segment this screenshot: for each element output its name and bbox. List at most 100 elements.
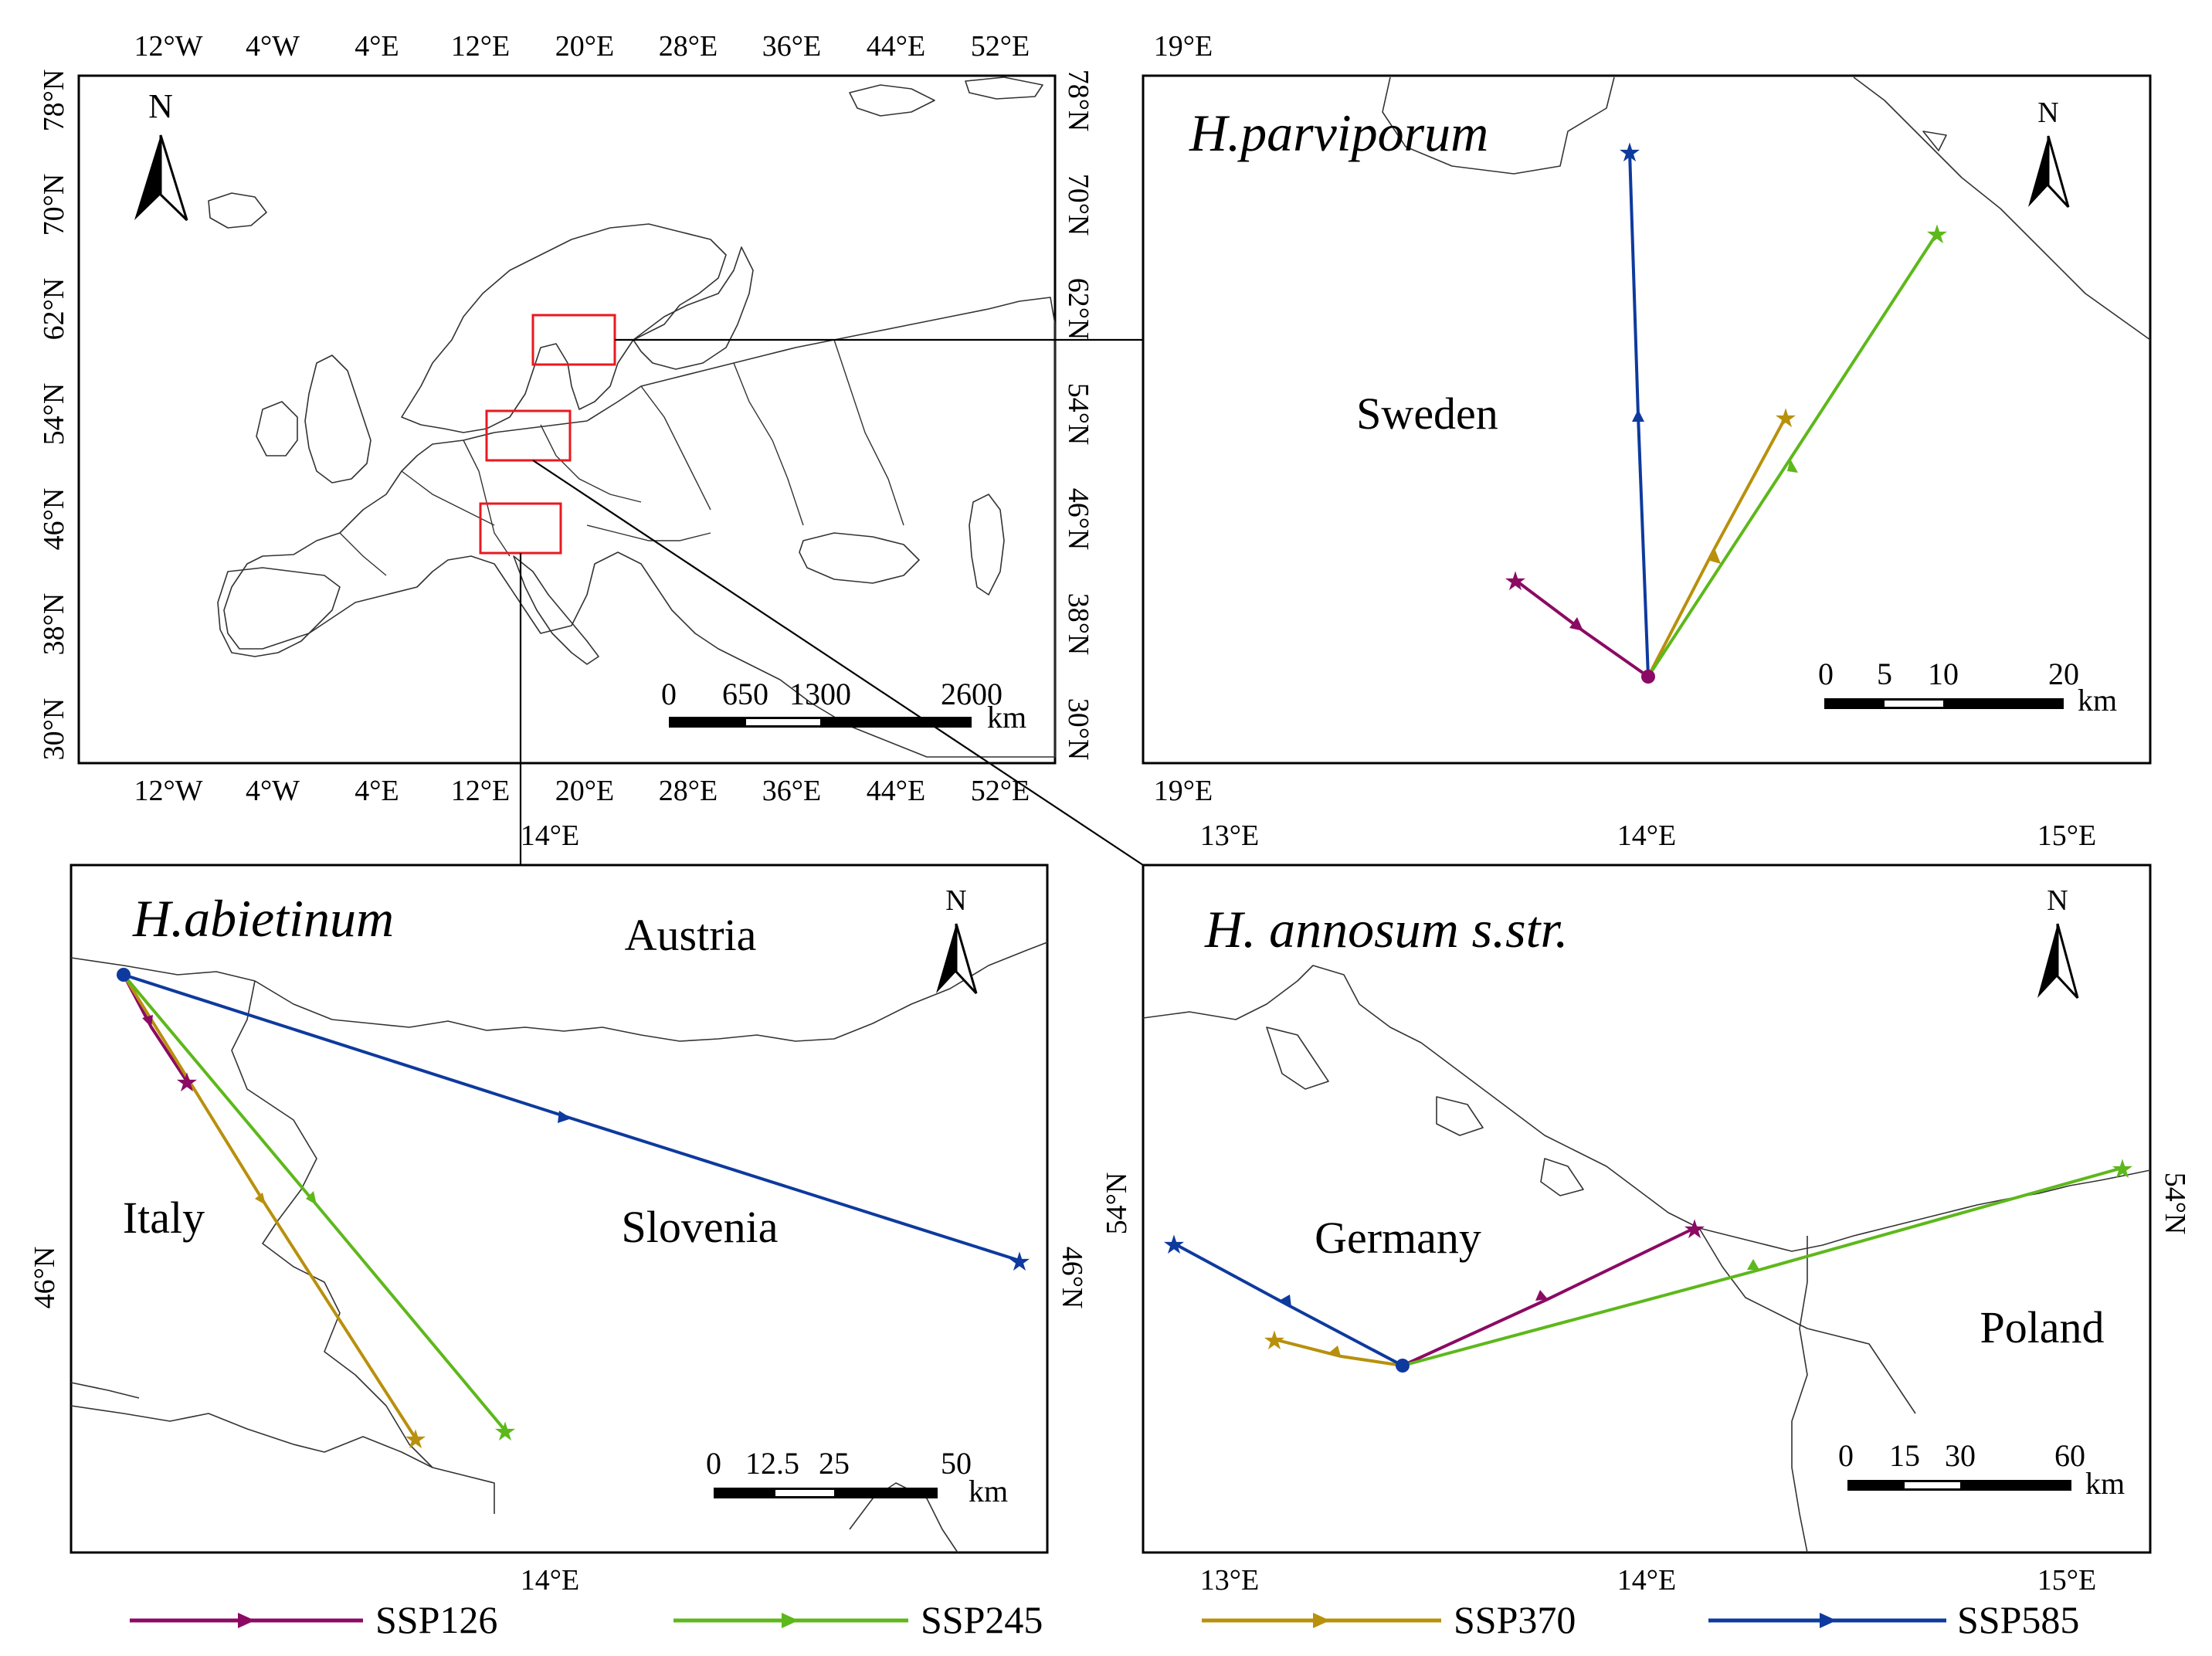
germany-highlight-box xyxy=(485,409,572,462)
scale-label: 20 xyxy=(2048,657,2079,691)
sweden-scale-bar: 0 5 10 20 km xyxy=(1818,657,2117,718)
country-label-slovenia: Slovenia xyxy=(622,1202,779,1252)
italy-right-tick: 46°N xyxy=(1056,1247,1088,1309)
ssp245-track xyxy=(1647,232,1939,678)
scale-label: 2600 xyxy=(941,677,1003,711)
svg-text:★: ★ xyxy=(1008,1248,1031,1277)
north-label: N xyxy=(148,87,173,125)
overview-bottom-ticks: 12°W 4°W 4°E 12°E 20°E 28°E 36°E 44°E 52… xyxy=(134,775,1030,807)
overview-left-tick: 62°N xyxy=(38,278,70,341)
sweden-bottom-tick: 19°E xyxy=(1154,775,1213,807)
overview-top-tick: 12°W xyxy=(134,30,202,63)
legend-item-ssp370: SSP370 xyxy=(1202,1598,1576,1641)
italy-panel: 14°E 14°E 46°N 46°N H.abietinum Austria … xyxy=(29,820,1088,1597)
italy-trajectories: ★ ★ ★ ★ xyxy=(117,968,1031,1454)
germany-top-tick: 15°E xyxy=(2037,820,2096,852)
overview-left-tick: 38°N xyxy=(38,593,70,656)
svg-text:★: ★ xyxy=(2111,1155,2134,1184)
overview-bottom-tick: 4°W xyxy=(246,775,300,807)
scale-unit: km xyxy=(2085,1466,2125,1501)
country-label-sweden: Sweden xyxy=(1356,389,1498,439)
svg-text:★: ★ xyxy=(1162,1231,1186,1260)
sweden-top-tick: 19°E xyxy=(1154,30,1213,63)
scale-label: 25 xyxy=(819,1446,850,1481)
overview-bottom-tick: 36°E xyxy=(762,775,821,807)
italy-north-arrow: N xyxy=(936,884,978,995)
overview-top-tick: 20°E xyxy=(555,30,614,63)
scale-label: 10 xyxy=(1928,657,1959,691)
overview-bottom-tick: 4°E xyxy=(355,775,399,807)
sweden-trajectories: ★ ★ ★ ★ xyxy=(1504,139,1949,684)
overview-bottom-tick: 12°E xyxy=(451,775,510,807)
north-label: N xyxy=(945,884,966,917)
overview-top-tick: 12°E xyxy=(451,30,510,63)
overview-left-tick: 46°N xyxy=(38,488,70,551)
country-label-poland: Poland xyxy=(1980,1302,2104,1352)
svg-text:★: ★ xyxy=(1263,1327,1286,1356)
legend-label: SSP370 xyxy=(1454,1598,1576,1641)
italy-highlight-box xyxy=(479,502,562,555)
overview-top-tick: 44°E xyxy=(867,30,925,63)
overview-left-tick: 78°N xyxy=(38,70,70,132)
overview-top-ticks: 12°W 4°W 4°E 12°E 20°E 28°E 36°E 44°E 52… xyxy=(134,30,1030,63)
svg-text:★: ★ xyxy=(1504,568,1527,596)
overview-right-tick: 54°N xyxy=(1062,383,1094,446)
legend-item-ssp126: SSP126 xyxy=(130,1598,497,1641)
species-title: H.abietinum xyxy=(132,889,394,948)
germany-top-tick: 14°E xyxy=(1617,820,1676,852)
germany-bottom-tick: 15°E xyxy=(2037,1564,2096,1597)
italy-bottom-tick: 14°E xyxy=(521,1564,579,1597)
species-title: H.parviporum xyxy=(1189,104,1488,162)
connector-lines xyxy=(519,338,1144,866)
overview-right-tick: 30°N xyxy=(1062,698,1094,761)
legend-label: SSP245 xyxy=(921,1598,1043,1641)
legend-item-ssp245: SSP245 xyxy=(673,1598,1043,1641)
overview-bottom-tick: 52°E xyxy=(971,775,1030,807)
overview-scale-bar: 0 650 1300 2600 km xyxy=(661,677,1026,735)
scale-label: 15 xyxy=(1889,1438,1920,1473)
scale-unit: km xyxy=(987,700,1026,735)
europe-outline xyxy=(208,76,1056,758)
svg-text:★: ★ xyxy=(1925,221,1949,249)
scale-label: 30 xyxy=(1945,1438,1976,1473)
germany-trajectories: ★ ★ ★ ★ xyxy=(1162,1155,2134,1373)
overview-right-tick: 70°N xyxy=(1062,174,1094,236)
overview-top-tick: 4°W xyxy=(246,30,300,63)
germany-north-arrow: N xyxy=(2037,884,2079,999)
scale-label: 0 xyxy=(661,677,677,711)
italy-left-tick: 46°N xyxy=(29,1247,61,1309)
overview-top-tick: 4°E xyxy=(355,30,399,63)
germany-left-tick: 54°N xyxy=(1101,1172,1133,1235)
overview-top-tick: 28°E xyxy=(659,30,718,63)
overview-right-tick: 78°N xyxy=(1062,70,1094,132)
svg-text:★: ★ xyxy=(1618,139,1641,168)
germany-bottom-tick: 13°E xyxy=(1200,1564,1259,1597)
scale-label: 60 xyxy=(2054,1438,2085,1473)
country-label-austria: Austria xyxy=(625,910,757,960)
overview-bottom-tick: 12°W xyxy=(134,775,202,807)
overview-top-tick: 52°E xyxy=(971,30,1030,63)
germany-panel: 13°E 14°E 15°E 13°E 14°E 15°E 54°N 54°N … xyxy=(1101,820,2191,1597)
germany-scale-bar: 0 15 30 60 km xyxy=(1838,1438,2125,1501)
north-label: N xyxy=(2037,97,2058,129)
overview-right-tick: 62°N xyxy=(1062,278,1094,341)
scale-label: 50 xyxy=(941,1446,972,1481)
north-label: N xyxy=(2047,884,2068,917)
scale-label: 0 xyxy=(1818,657,1834,691)
svg-text:★: ★ xyxy=(494,1418,517,1447)
germany-right-tick: 54°N xyxy=(2159,1172,2191,1235)
legend-item-ssp585: SSP585 xyxy=(1708,1598,2079,1641)
overview-right-tick: 46°N xyxy=(1062,488,1094,551)
scale-label: 5 xyxy=(1877,657,1892,691)
scale-label: 650 xyxy=(722,677,768,711)
scale-unit: km xyxy=(969,1474,1008,1508)
svg-text:★: ★ xyxy=(1774,405,1797,433)
legend-label: SSP585 xyxy=(1957,1598,2079,1641)
country-label-germany: Germany xyxy=(1315,1213,1481,1263)
sweden-north-arrow: N xyxy=(2028,97,2070,209)
scale-label: 0 xyxy=(1838,1438,1854,1473)
overview-bottom-tick: 44°E xyxy=(867,775,925,807)
overview-map: 12°W 4°W 4°E 12°E 20°E 28°E 36°E 44°E 52… xyxy=(38,30,1094,807)
scale-label: 12.5 xyxy=(745,1446,799,1481)
svg-text:★: ★ xyxy=(175,1069,198,1098)
